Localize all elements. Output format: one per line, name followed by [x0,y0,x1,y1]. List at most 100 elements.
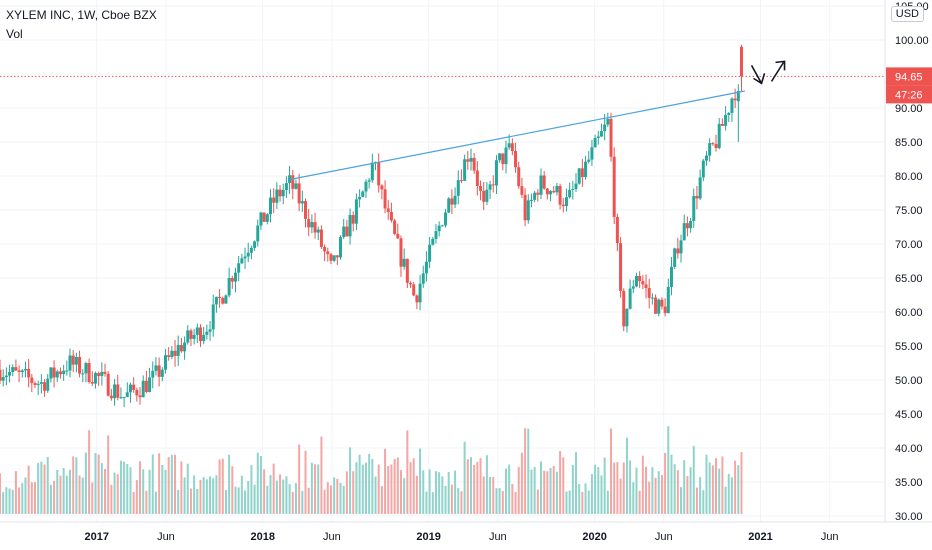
volume-bar [597,467,600,514]
volume-bar [349,447,352,514]
volume-bar [34,482,37,514]
volume-bar [527,428,530,514]
candle-body [157,365,161,377]
volume-bar [686,476,689,514]
candle-body [109,395,113,399]
candle-body [676,248,680,254]
volume-bar [479,458,482,514]
volume-bar [329,485,332,514]
candle-body [727,112,731,116]
candle-body [536,192,540,195]
candle-body [501,153,505,165]
volume-bar [104,469,107,514]
candle-body [173,350,177,356]
candle-body [297,183,301,204]
candle-body [224,295,228,304]
candle-body [275,189,279,203]
candle-body [539,175,543,195]
candle-body [440,225,444,227]
y-tick-label: 90.00 [895,103,923,115]
volume-bar [734,460,737,514]
volume-bar [670,454,673,514]
candle-body [434,231,438,239]
volume-bar [205,479,208,514]
volume-bar [740,452,743,514]
y-tick-label: 45.00 [895,409,923,421]
candle-body [93,373,97,384]
volume-bar [18,487,21,514]
volume-bar [193,475,196,514]
volume-bar [75,457,78,514]
volume-bar [0,473,1,514]
candle-body [205,331,209,335]
candle-body [284,183,288,190]
volume-bar [298,444,301,514]
candle-body [431,238,435,245]
volume-bar [123,461,126,514]
candle-body [358,196,362,200]
candle-body [444,212,448,226]
candle-body [348,215,352,237]
candle-body [399,238,403,267]
volume-bar [482,476,485,514]
volume-bar [403,478,406,514]
volume-bar [250,465,253,514]
trendline [290,90,746,180]
volume-bar [587,490,590,514]
volume-bar [234,486,237,514]
volume-bar [116,474,119,514]
volume-bar [59,475,62,514]
volume-bar [291,491,294,514]
candle-body [39,382,43,384]
volume-bar [84,452,87,514]
volume-bar [240,475,243,514]
volume-bar [406,430,409,514]
candle-body [402,258,406,267]
volume-bar [457,488,460,514]
candle-body [574,183,578,189]
volume-bar [272,463,275,514]
volume-bar [737,465,740,514]
volume-bar [689,467,692,514]
volume-bar [441,476,444,514]
candle-body [319,229,323,247]
volume-bar [489,476,492,514]
candle-body [389,211,393,221]
candle-body [176,345,180,356]
volume-bar [619,478,622,514]
volume-bar [11,489,14,514]
volume-bar [438,472,441,514]
volume-bar [536,489,539,514]
candle-body [561,204,565,207]
volume-bar [396,457,399,514]
candle-body [692,196,696,222]
volume-bar [660,475,663,514]
volume-bar [384,448,387,514]
volume-bar [199,479,202,514]
candle-body [144,380,148,392]
candle-body [192,334,196,339]
candle-body [272,197,276,203]
volume-bar [37,462,40,514]
candle-body [122,396,126,398]
candle-body [211,304,215,330]
volume-bar [368,453,371,514]
candle-body [545,188,549,195]
volume-bar [339,482,342,514]
candle-body [485,189,489,202]
candle-body [342,226,346,238]
volume-bar [326,482,329,514]
volume-bar [323,489,326,514]
y-tick-label: 80.00 [895,171,923,183]
volume-bar [100,463,103,514]
chart-title: XYLEM INC, 1W, Cboe BZX [6,8,157,22]
currency-button[interactable]: USD [890,6,924,22]
candle-body [304,201,308,219]
y-tick-label: 65.00 [895,273,923,285]
volume-bar [81,477,84,514]
candle-body [300,201,304,204]
volume-bar [578,483,581,514]
candle-body [160,369,164,377]
candle-body [17,370,21,373]
